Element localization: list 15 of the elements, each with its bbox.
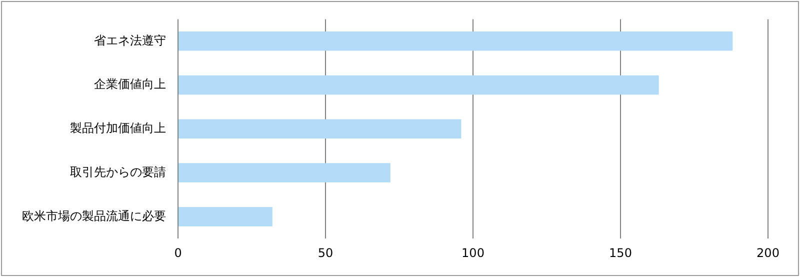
y-tick-label: 製品付加価値向上	[70, 121, 166, 136]
bar	[178, 119, 462, 139]
x-tick-label: 0	[174, 246, 182, 260]
bar	[178, 31, 733, 51]
x-tick-label: 50	[318, 246, 334, 260]
bar	[178, 163, 390, 182]
bar	[178, 207, 272, 226]
y-tick-label: 省エネ法遵守	[94, 33, 166, 48]
bar	[178, 75, 659, 95]
x-tick-label: 150	[609, 246, 632, 260]
y-tick-label: 欧米市場の製品流通に必要	[22, 208, 166, 223]
y-tick-label: 企業価値向上	[94, 77, 166, 92]
x-tick-label: 200	[756, 246, 780, 260]
x-tick-label: 100	[462, 246, 484, 260]
y-tick-label: 取引先からの要請	[70, 164, 166, 179]
